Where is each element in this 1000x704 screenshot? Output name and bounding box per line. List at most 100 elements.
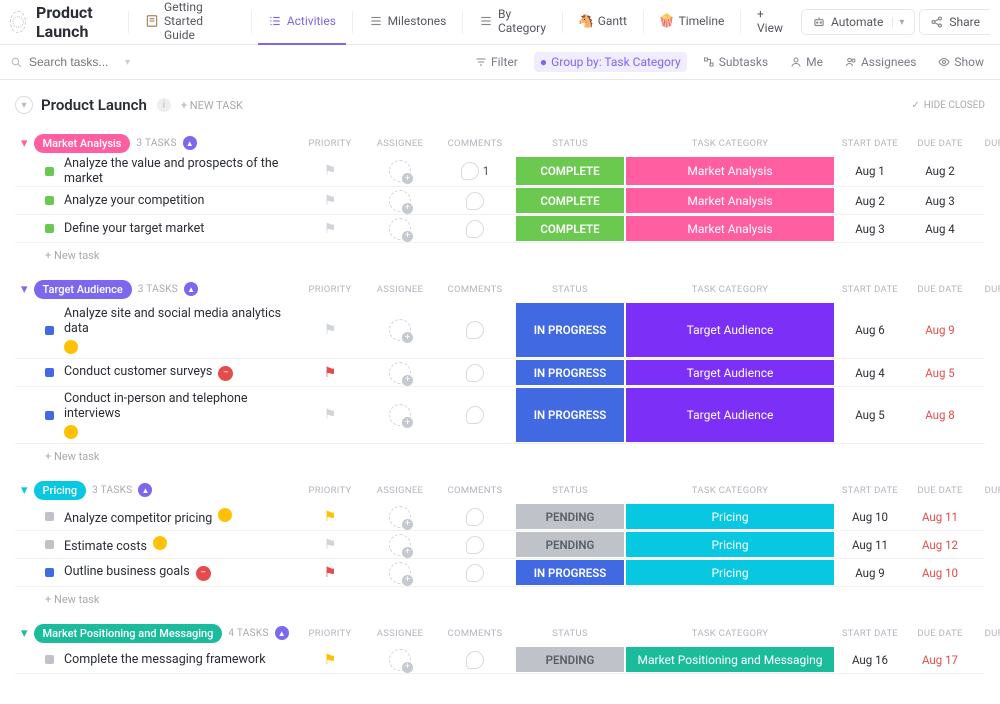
start-date-cell[interactable]: Aug 2 [835,187,905,214]
info-icon[interactable]: i [157,98,171,112]
category-cell[interactable]: Pricing [625,531,835,558]
category-cell[interactable]: Market Analysis [625,215,835,242]
status-square-icon[interactable] [45,326,54,335]
task-row[interactable]: Outline business goals– ⚑ IN PROGRESS Pr… [15,559,985,587]
hide-closed-button[interactable]: ✓ HIDE CLOSED [911,100,985,111]
priority-flag-icon[interactable]: ⚑ [324,407,337,423]
status-cell[interactable]: PENDING [515,503,625,530]
assignees-button[interactable]: Assignees [839,52,922,72]
status-cell[interactable]: COMPLETE [515,215,625,242]
duration-cell[interactable]: 1 [975,187,1000,214]
status-cell[interactable]: PENDING [515,531,625,558]
priority-flag-icon[interactable]: ⚑ [324,221,337,237]
comments-cell[interactable] [435,187,515,214]
view-tab[interactable]: Milestones [359,0,457,45]
status-square-icon[interactable] [45,540,54,549]
category-cell[interactable]: Target Audience [625,302,835,358]
task-row[interactable]: Complete the messaging framework ⚑ PENDI… [15,646,985,674]
priority-flag-icon[interactable]: ⚑ [324,565,337,581]
assignee-placeholder[interactable] [389,404,411,426]
start-date-cell[interactable]: Aug 9 [835,559,905,586]
due-date-cell[interactable]: Aug 3 [905,187,975,214]
category-cell[interactable]: Market Analysis [625,156,835,186]
start-date-cell[interactable]: Aug 6 [835,302,905,358]
due-date-cell[interactable]: Aug 4 [905,215,975,242]
duration-cell[interactable]: 3 [975,387,1000,443]
status-square-icon[interactable] [45,411,54,420]
duration-cell[interactable]: 1 [975,359,1000,386]
new-task-row[interactable]: + New task [15,587,985,610]
status-square-icon[interactable] [45,655,54,664]
category-cell[interactable]: Pricing [625,559,835,586]
due-date-cell[interactable]: Aug 5 [905,359,975,386]
show-button[interactable]: Show [932,52,990,72]
start-date-cell[interactable]: Aug 11 [835,531,905,558]
start-date-cell[interactable]: Aug 10 [835,503,905,530]
groupby-button[interactable]: ● Group by: Task Category [534,52,687,72]
status-square-icon[interactable] [45,368,54,377]
subtasks-button[interactable]: Subtasks [697,52,774,72]
duration-cell[interactable]: 3 [975,302,1000,358]
group-pill[interactable]: Market Positioning and Messaging [34,624,223,643]
assignee-placeholder[interactable] [389,218,411,240]
comments-cell[interactable] [435,503,515,530]
category-cell[interactable]: Pricing [625,503,835,530]
me-button[interactable]: Me [784,52,829,72]
assignee-placeholder[interactable] [389,362,411,384]
due-date-cell[interactable]: Aug 10 [905,559,975,586]
automate-button[interactable]: Automate ▾ [801,9,915,35]
status-square-icon[interactable] [45,568,54,577]
new-task-row[interactable]: + New task [15,444,985,467]
duration-cell[interactable]: 1 [975,503,1000,530]
comments-cell[interactable] [435,531,515,558]
filter-button[interactable]: Filter [469,52,524,72]
group-pill[interactable]: Target Audience [34,280,132,299]
due-date-cell[interactable]: Aug 17 [905,646,975,673]
assignee-placeholder[interactable] [389,506,411,528]
sort-indicator-icon[interactable]: ▲ [275,626,289,640]
task-row[interactable]: Analyze site and social media analytics … [15,302,985,359]
assignee-placeholder[interactable] [389,562,411,584]
sort-indicator-icon[interactable]: ▲ [184,282,198,296]
due-date-cell[interactable]: Aug 9 [905,302,975,358]
comments-cell[interactable] [435,646,515,673]
priority-flag-icon[interactable]: ⚑ [324,509,337,525]
status-cell[interactable]: COMPLETE [515,156,625,186]
comments-cell[interactable] [435,359,515,386]
sort-indicator-icon[interactable]: ▲ [183,136,197,150]
start-date-cell[interactable]: Aug 1 [835,156,905,186]
comments-cell[interactable] [435,387,515,443]
comments-cell[interactable]: 1 [435,156,515,186]
due-date-cell[interactable]: Aug 8 [905,387,975,443]
priority-flag-icon[interactable]: ⚑ [324,365,337,381]
sort-indicator-icon[interactable]: ▲ [138,483,152,497]
duration-cell[interactable]: 1 [975,531,1000,558]
task-row[interactable]: Define your target market ⚑ COMPLETE Mar… [15,215,985,243]
view-tab[interactable]: Activities [258,0,346,45]
status-square-icon[interactable] [45,196,54,205]
due-date-cell[interactable]: Aug 11 [905,503,975,530]
due-date-cell[interactable]: Aug 12 [905,531,975,558]
category-cell[interactable]: Target Audience [625,359,835,386]
collapse-toggle[interactable]: ▾ [15,96,33,114]
category-cell[interactable]: Market Analysis [625,187,835,214]
status-square-icon[interactable] [45,167,54,176]
duration-cell[interactable]: 1 [975,559,1000,586]
start-date-cell[interactable]: Aug 3 [835,215,905,242]
task-row[interactable]: Analyze the value and prospects of the m… [15,156,985,187]
search-input[interactable] [29,55,119,69]
priority-flag-icon[interactable]: ⚑ [324,652,337,668]
priority-flag-icon[interactable]: ⚑ [324,163,337,179]
view-tab[interactable]: 🍿Timeline [650,0,735,45]
status-cell[interactable]: COMPLETE [515,187,625,214]
status-cell[interactable]: IN PROGRESS [515,359,625,386]
status-cell[interactable]: IN PROGRESS [515,302,625,358]
group-collapse-toggle[interactable]: ▾ [21,626,28,641]
category-cell[interactable]: Market Positioning and Messaging [625,646,835,673]
start-date-cell[interactable]: Aug 16 [835,646,905,673]
duration-cell[interactable]: 1 [975,646,1000,673]
task-row[interactable]: Conduct in-person and telephone intervie… [15,387,985,444]
view-tab[interactable]: Getting Started Guide [135,0,245,45]
task-row[interactable]: Estimate costs ⚑ PENDING Pricing Aug 11 … [15,531,985,559]
duration-cell[interactable]: 1 [975,215,1000,242]
